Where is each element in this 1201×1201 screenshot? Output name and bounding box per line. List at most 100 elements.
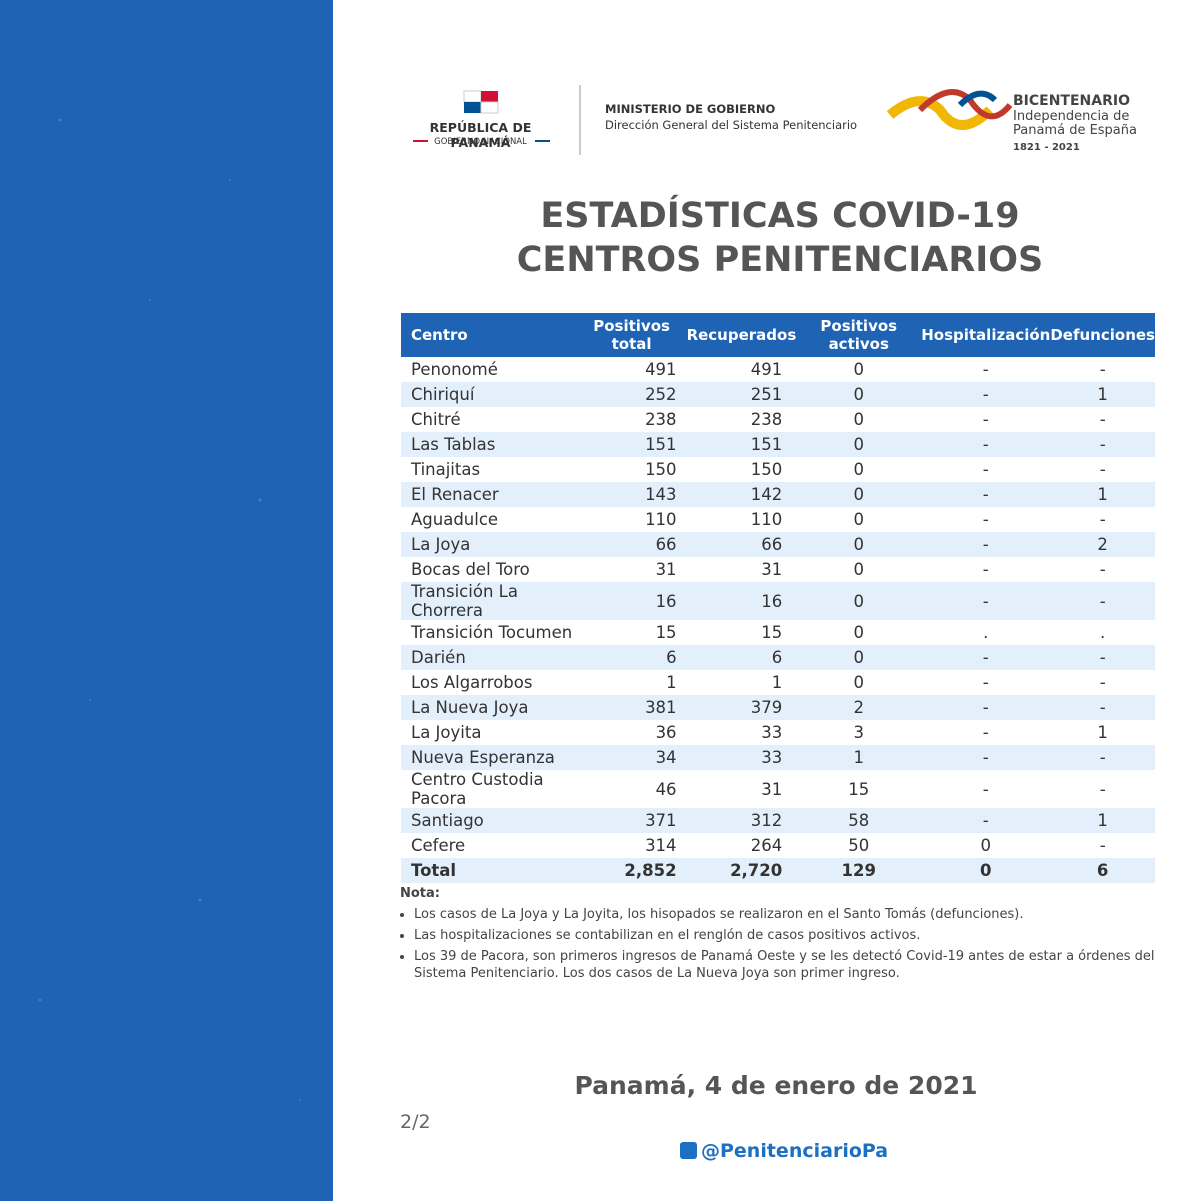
twitter-handle[interactable]: @PenitenciarioPa — [701, 1140, 889, 1162]
title: ESTADÍSTICAS COVID-19 — [540, 196, 1020, 236]
stats-table: Centro Positivos total Recuperados Positivo… — [401, 313, 1155, 883]
side-panel — [0, 0, 333, 1201]
note: Las hospitalizaciones se contabilizan en… — [414, 927, 1160, 944]
cell: 371 — [576, 808, 687, 833]
cell: 58 — [796, 808, 922, 833]
speckles — [38, 118, 301, 1101]
cell: 15 — [761, 623, 783, 642]
cell: 3 — [853, 723, 864, 742]
table-row: La Joya 66 66 0-2 — [401, 532, 1155, 557]
cell: 2 — [1050, 532, 1155, 557]
column-header: Hospitalización — [921, 313, 1051, 357]
cell: - — [982, 779, 989, 799]
twitter-icon — [680, 1142, 697, 1159]
cell: - — [1050, 745, 1155, 770]
cell: 379 — [686, 695, 797, 720]
column-header: Defunciones — [1050, 313, 1155, 357]
cell: 1 — [1050, 482, 1155, 507]
cell: 33 — [686, 745, 797, 770]
cell: 0 — [853, 460, 864, 479]
cell: 1 — [771, 673, 783, 692]
cell: - — [1050, 432, 1155, 457]
cell: - — [1099, 836, 1106, 855]
table-row: Aguadulce 110 110 0 - - — [401, 507, 1155, 532]
table-row: Las Tablas 151 151 0- - — [401, 432, 1155, 457]
cell: 16 — [576, 582, 687, 620]
note: Los casos de La Joya y La Joyita, los hi… — [414, 906, 1160, 923]
title: CENTROS PENITENCIARIOS — [516, 240, 1044, 280]
header-logos — [413, 85, 1013, 155]
cell: 1 — [1050, 808, 1155, 833]
table-row: Cefere 314 264 50 0 - — [401, 833, 1155, 858]
cell: - — [982, 360, 989, 379]
cell: 2 — [796, 695, 922, 720]
cell: 0 — [853, 673, 864, 692]
cell: 110 — [645, 510, 677, 529]
table-row: Centro Custodia Pacora 46 31 15 - - — [401, 770, 1155, 808]
cell: . — [983, 623, 989, 642]
table-row: Chitré 238 238 0 - - — [401, 407, 1155, 432]
cell: - — [982, 560, 989, 579]
cell: 129 — [796, 858, 922, 883]
cell: Penonomé — [411, 360, 498, 379]
cell: 0 — [796, 382, 922, 407]
cell: - — [1099, 510, 1106, 529]
cell: La Joyita — [411, 723, 482, 742]
cell: 16 — [686, 582, 797, 620]
cell: 0 — [980, 836, 992, 855]
cell: - — [921, 745, 1051, 770]
cell: 264 — [750, 836, 783, 855]
cell: 0 — [853, 560, 864, 579]
bicentennial-line: Independencia de — [1013, 109, 1130, 124]
cell: 0 — [853, 410, 864, 429]
cell: - — [982, 673, 989, 692]
cell: 150 — [750, 460, 783, 479]
cell: - — [921, 695, 1051, 720]
table-row: Transición Tocumen 15 15 0.. — [401, 620, 1155, 645]
cell: Transición Tocumen — [411, 623, 573, 642]
table-row: Tinajitas 150 150 0 - - — [401, 457, 1155, 482]
cell: 151 — [686, 432, 797, 457]
cell: Cefere — [411, 836, 466, 855]
cell: 143 — [576, 482, 687, 507]
cell: Nueva Esperanza — [401, 745, 577, 770]
column-header: Positivos total — [576, 313, 687, 357]
table-row: Darién 6 6 0- - — [401, 645, 1155, 670]
cell: - — [1099, 360, 1106, 379]
cell: 6 — [576, 645, 687, 670]
cell: - — [982, 460, 989, 479]
twitter[interactable]: @PenitenciarioPa — [680, 1140, 888, 1162]
bicentennial-title: BICENTENARIO — [1013, 93, 1130, 109]
cell: Chitré — [411, 410, 461, 429]
cell: 1 — [666, 673, 677, 692]
cell: - — [982, 510, 989, 529]
cell: La Joya — [401, 532, 577, 557]
cell: 6 — [1050, 858, 1155, 883]
cell: 6 — [686, 645, 797, 670]
cell: 36 — [655, 723, 677, 742]
cell: Los Algarrobos — [411, 673, 533, 692]
table-row: La Joyita 36 33 3-1 — [401, 720, 1155, 745]
table-row: Los Algarrobos 1 1 0 - - — [401, 670, 1155, 695]
bicentennial-years: 1821 - 2021 — [1013, 142, 1080, 153]
cell: Chiriquí — [401, 382, 577, 407]
cell: 142 — [686, 482, 797, 507]
cell: Darién — [401, 645, 577, 670]
cell: 252 — [576, 382, 687, 407]
cell: 0 — [921, 858, 1051, 883]
cell: - — [1050, 582, 1155, 620]
cell: 110 — [750, 510, 783, 529]
cell: - — [1099, 779, 1106, 799]
cell: - — [921, 432, 1051, 457]
cell: - — [1050, 695, 1155, 720]
cell: 0 — [796, 582, 922, 620]
cell: 0 — [796, 482, 922, 507]
column-header: Centro — [401, 313, 577, 357]
cell: 0 — [853, 623, 864, 642]
column-header: Positivos activos — [796, 313, 922, 357]
cell: - — [1099, 673, 1106, 692]
direction: Dirección General del Sistema Penitencia… — [605, 118, 858, 132]
cell: - — [921, 382, 1051, 407]
cell: 66 — [686, 532, 797, 557]
